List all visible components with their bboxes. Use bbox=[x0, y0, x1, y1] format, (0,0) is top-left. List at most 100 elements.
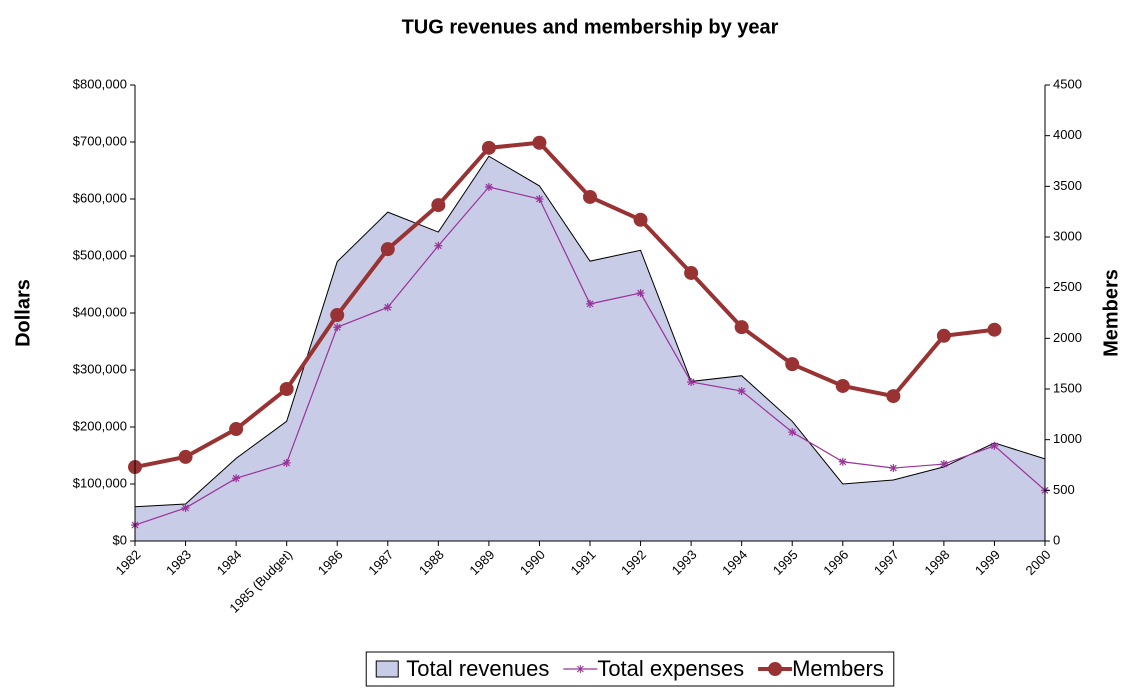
marker-stroke bbox=[182, 504, 189, 512]
marker bbox=[484, 183, 493, 192]
x-tick-label: 1990 bbox=[517, 547, 548, 578]
y2-tick-label: 0 bbox=[1053, 532, 1060, 547]
marker-stroke bbox=[434, 242, 442, 250]
x-tick-label: 1999 bbox=[972, 547, 1003, 578]
x-tick-label: 1996 bbox=[820, 547, 851, 578]
x-tick-label: 1982 bbox=[112, 547, 143, 578]
marker bbox=[181, 503, 190, 512]
y2-tick-label: 4500 bbox=[1053, 76, 1082, 91]
marker-stroke bbox=[687, 378, 695, 386]
marker bbox=[684, 265, 699, 280]
x-tick-label: 1991 bbox=[567, 547, 598, 578]
marker bbox=[229, 422, 244, 437]
marker bbox=[737, 387, 746, 396]
legend-label: Total revenues bbox=[406, 656, 549, 681]
x-tick-label: 1992 bbox=[618, 547, 649, 578]
marker bbox=[279, 382, 294, 396]
marker bbox=[734, 320, 749, 335]
marker bbox=[889, 464, 898, 473]
marker-stroke bbox=[637, 289, 644, 297]
marker bbox=[886, 389, 901, 404]
y2-tick-label: 500 bbox=[1053, 482, 1075, 497]
marker bbox=[431, 198, 446, 213]
x-tick-label: 1998 bbox=[921, 547, 952, 578]
marker bbox=[785, 357, 800, 372]
marker-stroke bbox=[991, 442, 998, 450]
legend-swatch bbox=[375, 660, 399, 678]
y-tick-label: $0 bbox=[113, 532, 127, 547]
marker-stroke bbox=[738, 387, 746, 395]
marker-stroke bbox=[283, 459, 291, 467]
marker bbox=[586, 299, 594, 308]
marker bbox=[333, 323, 342, 332]
marker bbox=[380, 242, 395, 257]
legend-label: Members bbox=[792, 656, 884, 681]
marker bbox=[434, 241, 443, 250]
y-tick-label: $600,000 bbox=[73, 190, 127, 205]
marker bbox=[383, 303, 392, 312]
marker bbox=[178, 449, 193, 464]
legend-box bbox=[365, 651, 895, 687]
y-axis-title: Dollars bbox=[12, 279, 34, 347]
y-tick-label: $500,000 bbox=[73, 247, 127, 262]
legend-label: Total expenses bbox=[597, 656, 744, 681]
marker bbox=[232, 474, 241, 483]
y2-axis-title: Members bbox=[1100, 269, 1122, 357]
marker-stroke bbox=[536, 195, 543, 203]
chart-title: TUG revenues and membership by year bbox=[402, 16, 779, 38]
marker bbox=[990, 441, 999, 450]
x-tick-label: 1995 bbox=[770, 547, 801, 578]
y-tick-label: $100,000 bbox=[73, 475, 127, 490]
y-tick-label: $200,000 bbox=[73, 418, 127, 433]
marker bbox=[330, 308, 345, 323]
marker bbox=[788, 428, 797, 437]
y2-tick-label: 3000 bbox=[1053, 228, 1082, 243]
marker bbox=[481, 140, 496, 155]
x-tick-label: 2000 bbox=[1022, 547, 1053, 578]
x-tick-label: 1989 bbox=[466, 547, 497, 578]
marker-stroke bbox=[940, 460, 948, 468]
marker bbox=[532, 135, 547, 150]
y2-tick-label: 2000 bbox=[1053, 330, 1082, 345]
legend-marker bbox=[576, 665, 584, 673]
marker bbox=[535, 195, 544, 203]
x-tick-label: 1987 bbox=[365, 547, 396, 578]
marker bbox=[687, 377, 696, 386]
legend-marker bbox=[768, 662, 783, 676]
marker bbox=[936, 328, 951, 343]
y-tick-label: $700,000 bbox=[73, 133, 127, 148]
y2-tick-label: 3500 bbox=[1053, 178, 1082, 193]
marker bbox=[987, 322, 1002, 337]
marker bbox=[939, 460, 948, 469]
marker-stroke bbox=[232, 474, 240, 482]
x-tick-label: 1988 bbox=[416, 547, 447, 578]
line bbox=[134, 140, 995, 469]
marker-stroke bbox=[485, 183, 493, 191]
x-tick-label: 1984 bbox=[214, 547, 245, 578]
marker-stroke bbox=[788, 428, 796, 436]
marker bbox=[282, 458, 291, 467]
marker bbox=[838, 457, 847, 466]
x-tick-label: 1986 bbox=[315, 547, 346, 578]
y2-tick-label: 4000 bbox=[1053, 127, 1082, 142]
marker-stroke bbox=[586, 300, 594, 308]
marker-stroke bbox=[384, 303, 392, 311]
y2-tick-label: 1000 bbox=[1053, 431, 1082, 446]
x-tick-label: 1993 bbox=[669, 547, 700, 578]
marker-stroke bbox=[839, 458, 847, 466]
marker bbox=[633, 212, 648, 227]
area bbox=[134, 155, 1046, 542]
marker bbox=[636, 289, 645, 298]
y-tick-label: $300,000 bbox=[73, 361, 127, 376]
marker-stroke bbox=[889, 464, 897, 472]
y2-tick-label: 1500 bbox=[1053, 380, 1082, 395]
x-tick-label: 1983 bbox=[163, 547, 194, 578]
y-tick-label: $400,000 bbox=[73, 304, 127, 319]
legend: Total revenues Total expenses Members bbox=[365, 651, 895, 687]
x-tick-label: 1997 bbox=[871, 547, 902, 578]
marker bbox=[835, 378, 850, 393]
marker bbox=[583, 189, 597, 204]
marker-stroke bbox=[333, 323, 341, 331]
x-tick-label: 1994 bbox=[719, 547, 750, 578]
